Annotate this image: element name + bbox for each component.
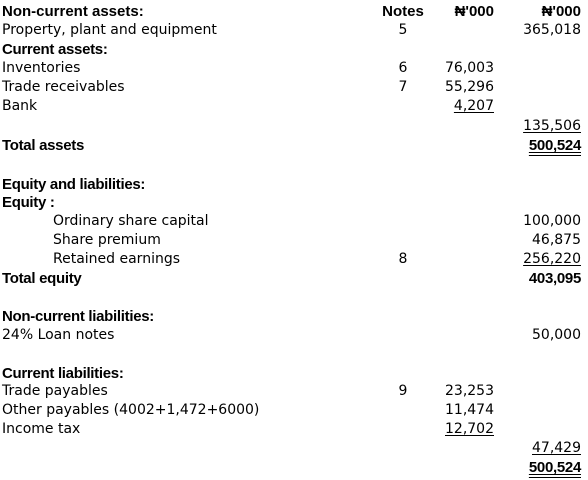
inventories-note: 6: [398, 60, 408, 76]
trade-payables-row: Trade payables 9 23,253: [0, 382, 588, 401]
share-capital-row: Ordinary share capital 100,000: [0, 212, 588, 231]
col2-header: ₦'000: [541, 3, 581, 20]
ncl-heading: Non-current liabilities:: [2, 308, 154, 325]
trade-receivables-label: Trade receivables: [2, 79, 125, 95]
ppe-row: Property, plant and equipment 5 365,018: [0, 21, 588, 40]
inventories-amount: 76,003: [445, 60, 494, 76]
trade-receivables-row: Trade receivables 7 55,296: [0, 78, 588, 97]
retained-earnings-amount: 256,220: [523, 251, 581, 267]
notes-column-header: Notes: [382, 3, 424, 20]
equity-heading-row: Equity :: [0, 193, 588, 212]
equity-liabilities-heading-row: Equity and liabilities:: [0, 175, 588, 194]
grand-total-amount: 500,524: [528, 459, 581, 476]
total-assets-amount: 500,524: [528, 137, 581, 154]
trade-payables-label: Trade payables: [2, 383, 108, 399]
current-assets-total-row: 135,506: [0, 117, 588, 136]
total-assets-row: Total assets 500,524: [0, 136, 588, 155]
cl-heading-row: Current liabilities:: [0, 364, 588, 383]
other-payables-label: Other payables (4002+1,472+6000): [2, 402, 260, 418]
total-equity-row: Total equity 403,095: [0, 269, 588, 288]
equity-heading: Equity :: [2, 194, 55, 211]
grand-total-row: 500,524: [0, 458, 588, 477]
trade-receivables-amount: 55,296: [445, 79, 494, 95]
col1-header: ₦'000: [454, 3, 494, 20]
inventories-label: Inventories: [2, 60, 81, 76]
loan-notes-row: 24% Loan notes 50,000: [0, 326, 588, 345]
income-tax-label: Income tax: [2, 421, 81, 437]
cl-total-row: 47,429: [0, 439, 588, 458]
share-premium-row: Share premium 46,875: [0, 231, 588, 250]
trade-payables-amount: 23,253: [445, 383, 494, 399]
current-assets-total: 135,506: [523, 118, 581, 134]
ppe-note: 5: [398, 22, 408, 38]
retained-earnings-label: Retained earnings: [53, 251, 181, 267]
cl-heading: Current liabilities:: [2, 365, 124, 382]
other-payables-amount: 11,474: [445, 402, 494, 418]
trade-receivables-note: 7: [398, 79, 408, 95]
retained-earnings-row: Retained earnings 8 256,220: [0, 250, 588, 269]
trade-payables-note: 9: [398, 383, 408, 399]
equity-liabilities-heading: Equity and liabilities:: [2, 176, 146, 193]
total-equity-amount: 403,095: [528, 270, 581, 287]
inventories-row: Inventories 6 76,003: [0, 59, 588, 78]
loan-notes-amount: 50,000: [532, 327, 581, 343]
share-capital-amount: 100,000: [523, 213, 581, 229]
current-assets-heading: Current assets:: [2, 41, 108, 58]
income-tax-row: Income tax 12,702: [0, 420, 588, 439]
bank-amount: 4,207: [453, 98, 494, 114]
cl-total-amount: 47,429: [532, 440, 581, 456]
ppe-label: Property, plant and equipment: [2, 22, 217, 38]
other-payables-row: Other payables (4002+1,472+6000) 11,474: [0, 401, 588, 420]
total-equity-label: Total equity: [2, 270, 82, 287]
header-row: Non-current assets: Notes ₦'000 ₦'000: [0, 2, 588, 21]
ncl-heading-row: Non-current liabilities:: [0, 307, 588, 326]
total-assets-label: Total assets: [2, 137, 84, 154]
retained-earnings-note: 8: [398, 251, 408, 267]
share-premium-amount: 46,875: [532, 232, 581, 248]
loan-notes-label: 24% Loan notes: [2, 327, 115, 343]
current-assets-heading-row: Current assets:: [0, 40, 588, 59]
bank-row: Bank 4,207: [0, 97, 588, 116]
income-tax-amount: 12,702: [445, 421, 494, 437]
share-capital-label: Ordinary share capital: [53, 213, 209, 229]
share-premium-label: Share premium: [53, 232, 161, 248]
bank-label: Bank: [2, 98, 38, 114]
non-current-assets-heading: Non-current assets:: [2, 3, 144, 20]
ppe-amount: 365,018: [523, 22, 581, 38]
